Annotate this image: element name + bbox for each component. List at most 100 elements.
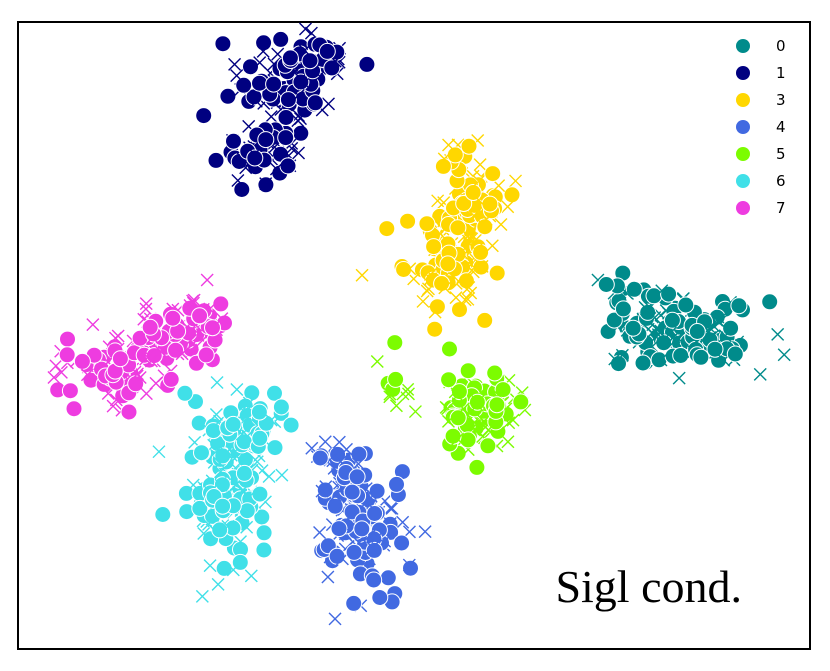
legend-label-5: 5 [776, 145, 786, 163]
point-circle-4 [388, 475, 405, 493]
point-circle-1 [279, 91, 297, 109]
point-circle-0 [625, 280, 643, 298]
point-circle-6 [251, 485, 269, 503]
point-x-0 [608, 352, 622, 366]
point-circle-3 [425, 238, 443, 256]
point-circle-0 [597, 276, 615, 293]
point-circle-1 [233, 181, 251, 198]
point-x-6 [230, 383, 244, 397]
legend-marker-7 [736, 201, 750, 215]
point-x-5 [383, 390, 397, 404]
point-circle-7 [73, 352, 91, 370]
point-circle-1 [272, 30, 290, 48]
point-x-0 [649, 322, 663, 336]
point-circle-1 [246, 149, 264, 167]
legend-label-0: 0 [776, 37, 786, 55]
point-circle-7 [58, 346, 76, 364]
point-x-4 [418, 525, 432, 539]
point-circle-0 [634, 354, 652, 372]
series-1 [195, 22, 376, 198]
point-circle-4 [379, 569, 397, 587]
point-x-4 [371, 530, 385, 544]
point-x-7 [215, 312, 229, 326]
point-x-3 [403, 262, 417, 276]
point-x-6 [264, 413, 278, 427]
point-x-3 [470, 206, 484, 220]
point-circle-0 [660, 285, 678, 303]
legend-marker-0 [736, 39, 750, 53]
point-x-4 [328, 612, 342, 626]
point-x-7 [175, 347, 189, 361]
point-x-7 [106, 399, 120, 413]
point-x-4 [351, 457, 365, 471]
point-x-6 [240, 411, 254, 425]
point-circle-1 [255, 34, 273, 52]
point-x-3 [438, 281, 452, 295]
point-circle-4 [368, 482, 386, 500]
point-circle-3 [472, 243, 490, 261]
point-circle-1 [235, 76, 253, 94]
point-x-7 [139, 352, 153, 366]
point-circle-1 [306, 94, 324, 112]
point-x-4 [396, 515, 410, 529]
point-x-7 [108, 331, 122, 345]
point-circle-4 [366, 505, 384, 522]
point-x-3 [442, 138, 456, 152]
point-circle-3 [426, 320, 444, 338]
point-x-3 [479, 212, 493, 226]
point-x-6 [210, 376, 224, 389]
point-x-7 [139, 297, 153, 311]
point-x-3 [463, 231, 477, 245]
point-x-4 [315, 484, 329, 498]
point-x-4 [339, 442, 353, 456]
point-x-6 [240, 520, 254, 534]
point-circle-7 [65, 400, 83, 418]
point-circle-3 [481, 195, 499, 213]
legend: 0 1 3 4 5 6 7 [736, 37, 786, 217]
point-circle-1 [265, 75, 283, 93]
point-x-3 [457, 248, 470, 262]
legend-label-7: 7 [776, 199, 786, 217]
point-circle-6 [255, 541, 273, 559]
point-circle-6 [266, 439, 284, 457]
point-x-3 [452, 275, 466, 289]
point-circle-3 [378, 220, 396, 238]
point-circle-5 [479, 437, 497, 455]
point-x-3 [464, 286, 478, 300]
point-x-6 [226, 563, 240, 577]
point-circle-0 [672, 347, 690, 364]
data-points [47, 22, 791, 626]
point-circle-7 [167, 341, 185, 359]
point-circle-6 [235, 464, 253, 482]
point-x-0 [771, 327, 785, 341]
point-x-6 [224, 448, 238, 462]
point-x-1 [249, 94, 263, 108]
point-circle-7 [111, 350, 129, 368]
point-x-6 [221, 519, 235, 533]
point-circle-6 [255, 524, 273, 542]
point-x-3 [485, 239, 499, 253]
point-x-3 [468, 261, 481, 275]
point-x-1 [230, 69, 244, 83]
point-x-6 [275, 468, 289, 482]
point-circle-1 [214, 35, 232, 53]
point-circle-1 [242, 58, 259, 76]
point-x-5 [470, 398, 484, 412]
point-x-1 [291, 114, 305, 128]
point-x-3 [466, 265, 480, 279]
point-x-3 [468, 209, 482, 223]
legend-label-3: 3 [776, 91, 786, 109]
point-x-6 [195, 589, 209, 603]
point-x-1 [269, 162, 283, 176]
point-x-6 [235, 427, 249, 441]
point-x-0 [654, 353, 668, 367]
point-circle-5 [488, 396, 506, 414]
legend-marker-1 [736, 66, 750, 80]
point-circle-0 [726, 345, 744, 363]
series-3 [355, 133, 523, 338]
point-circle-3 [460, 137, 478, 155]
point-x-7 [49, 359, 63, 373]
point-x-4 [402, 558, 416, 572]
point-x-1 [231, 173, 245, 187]
point-x-7 [54, 365, 68, 379]
